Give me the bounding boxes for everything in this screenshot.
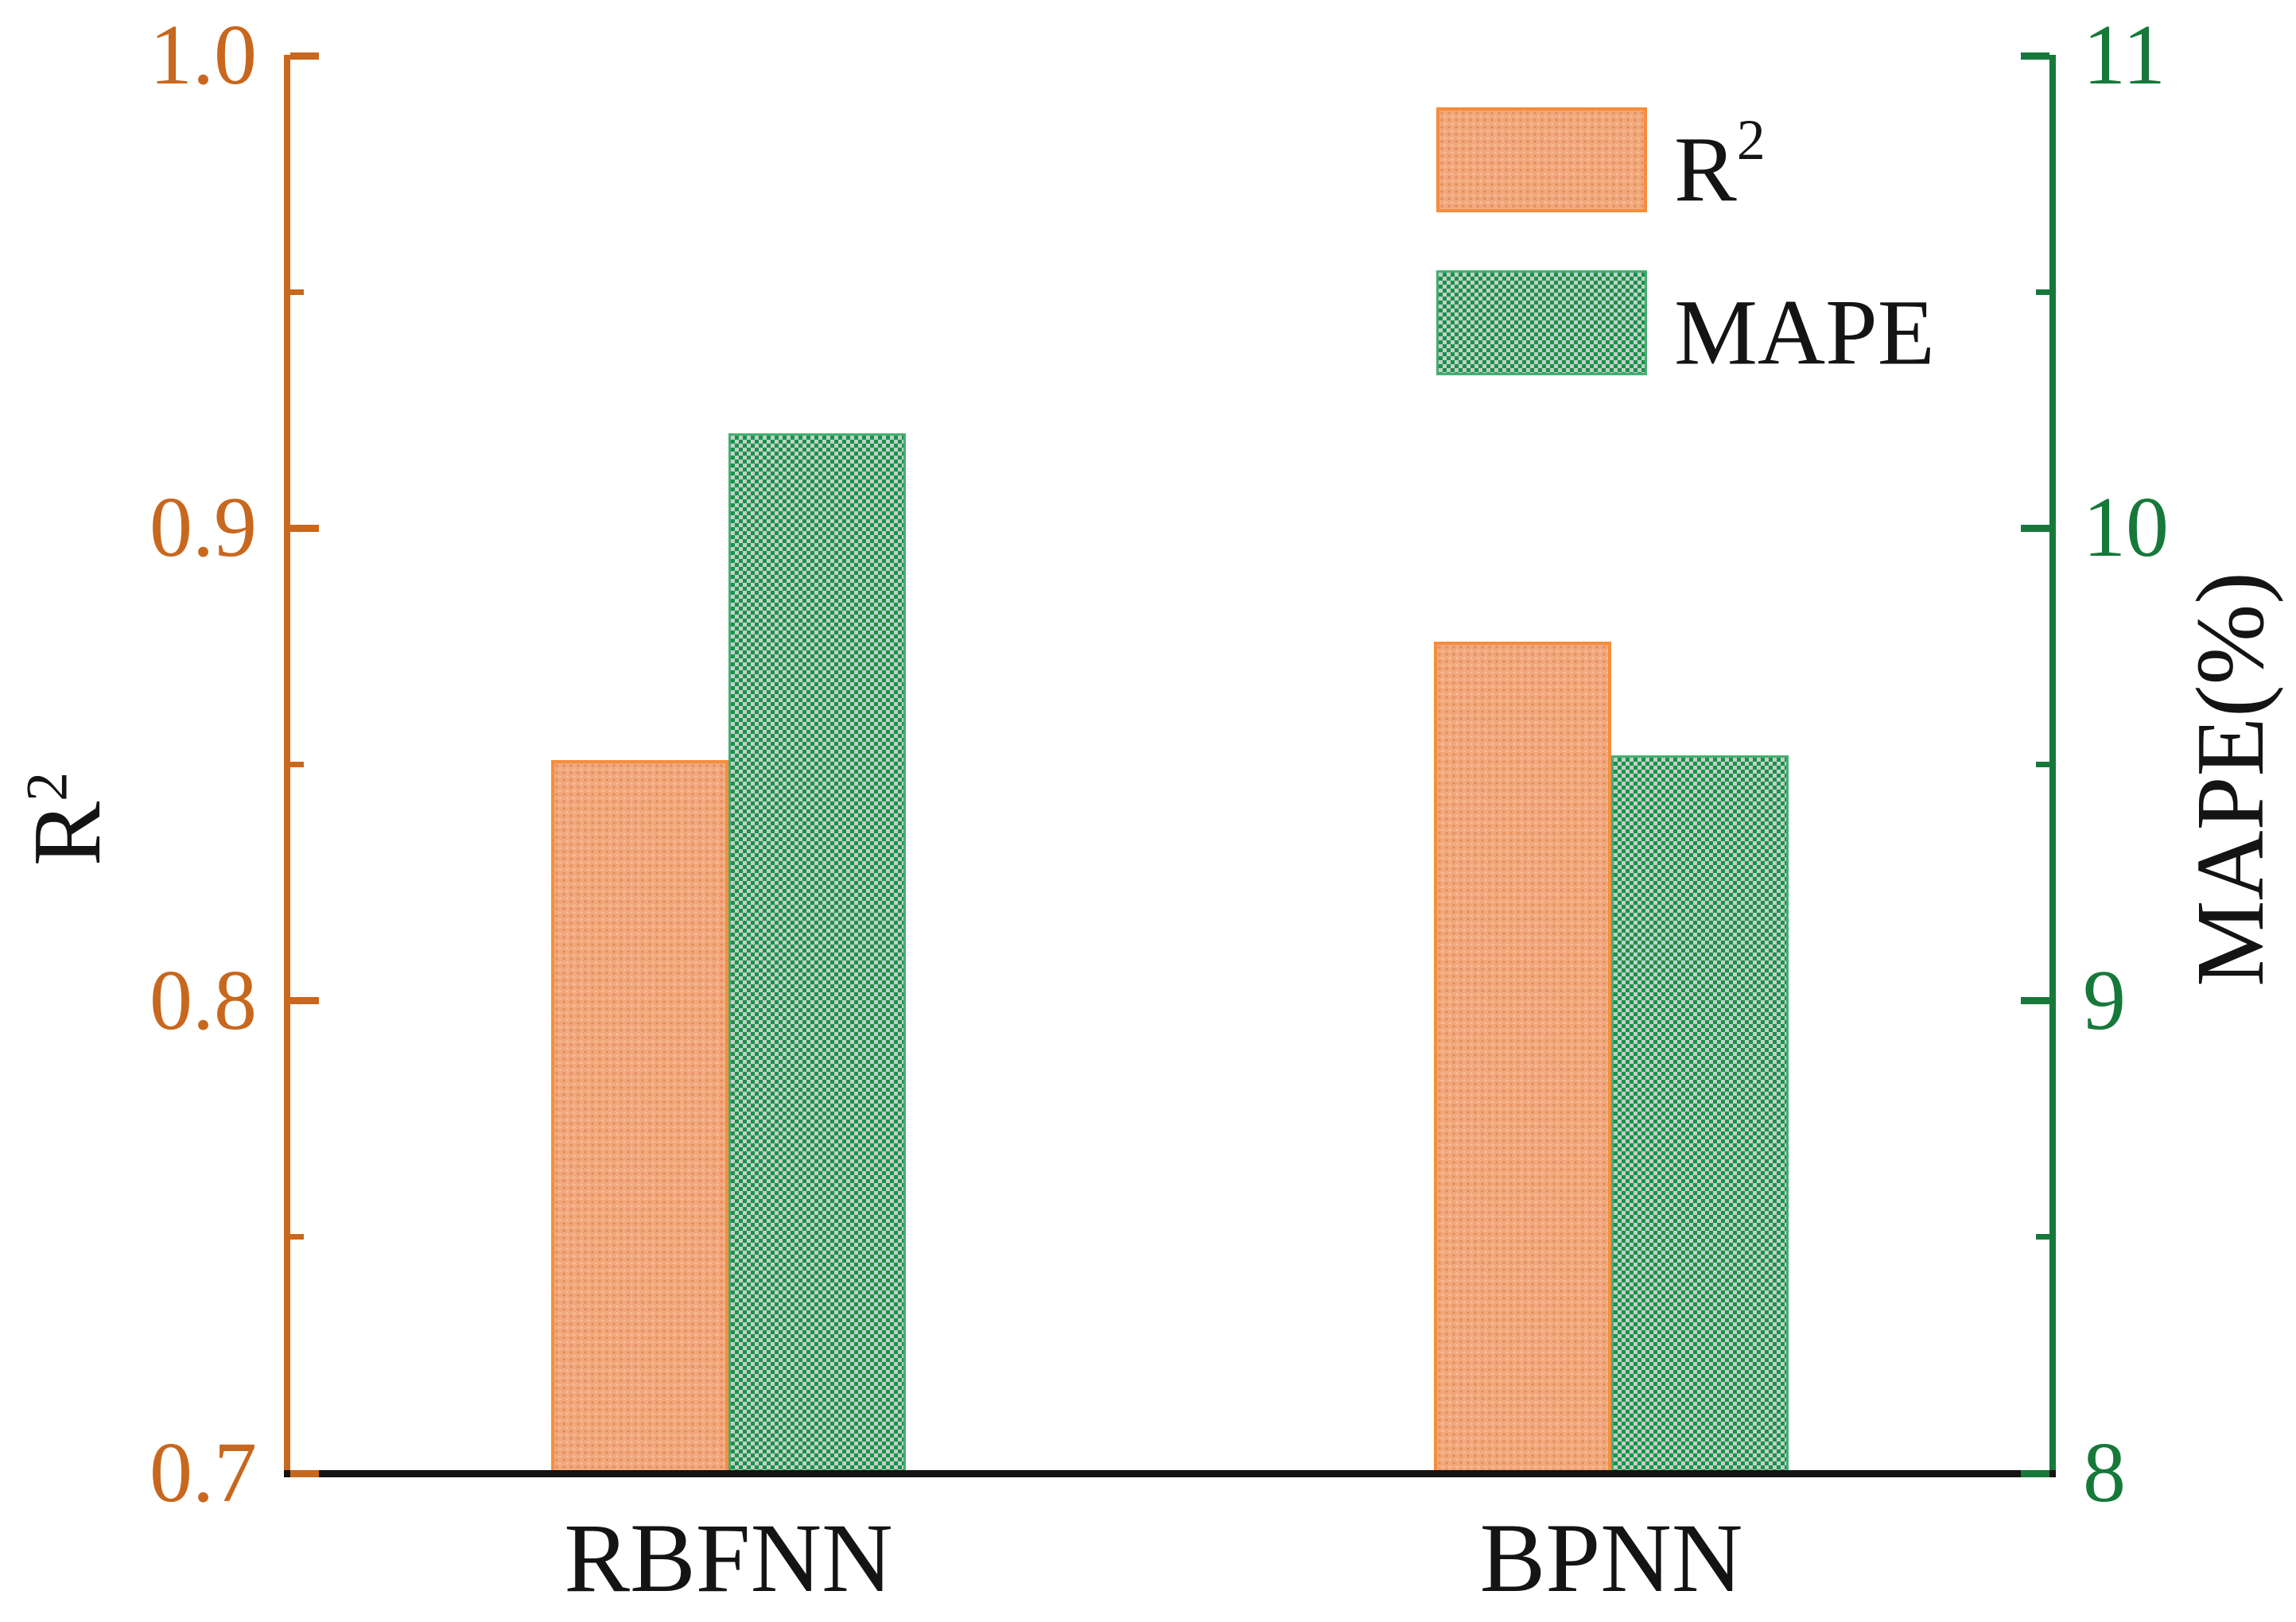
left-minor-tick	[290, 289, 304, 295]
left-tick-label-0.9: 0.9	[150, 480, 257, 576]
x-axis-line	[284, 1470, 2056, 1477]
right-minor-tick	[2036, 289, 2049, 295]
right-major-tick-8	[2021, 1469, 2049, 1477]
left-minor-tick	[290, 762, 304, 767]
right-major-tick-10	[2021, 524, 2049, 532]
right-minor-tick	[2036, 762, 2049, 767]
legend-item-mape: MAPE	[1436, 260, 1935, 385]
legend-label-r2-base: R	[1674, 117, 1737, 222]
right-tick-label-8: 8	[2083, 1426, 2126, 1520]
right-minor-tick	[2036, 1234, 2049, 1240]
legend-swatch-mape	[1436, 270, 1647, 375]
left-tick-label-1.0: 1.0	[150, 8, 257, 103]
x-tick-label-bpnn: BPNN	[1479, 1504, 1743, 1612]
left-major-tick-0.8	[290, 997, 319, 1005]
legend-swatch-r2	[1436, 107, 1647, 212]
bar-r2-rbfnn	[551, 759, 728, 1473]
legend-item-r2: R2	[1436, 97, 1935, 222]
left-major-tick-0.7	[290, 1469, 319, 1477]
bar-r2-bpnn	[1434, 641, 1611, 1473]
right-axis-title-text: MAPE(%)	[2177, 572, 2284, 987]
left-axis-title-base: R	[14, 801, 121, 867]
bar-mape-rbfnn	[728, 433, 906, 1473]
left-major-tick-0.9	[290, 524, 319, 532]
bar-mape-bpnn	[1611, 755, 1789, 1473]
right-axis-spine	[2049, 55, 2056, 1477]
legend-label-r2: R2	[1674, 97, 1766, 222]
legend-label-mape: MAPE	[1674, 260, 1935, 385]
x-tick-label-rbfnn: RBFNN	[564, 1504, 893, 1612]
right-tick-label-11: 11	[2083, 8, 2166, 103]
left-axis-title-sup: 2	[14, 771, 80, 801]
right-tick-label-9: 9	[2083, 953, 2126, 1048]
right-axis-title: MAPE(%)	[2175, 572, 2286, 987]
left-minor-tick	[290, 1234, 304, 1240]
left-major-tick-1.0	[290, 52, 319, 60]
left-axis-title: R2	[12, 772, 123, 866]
legend: R2 MAPE	[1436, 97, 1935, 424]
left-tick-label-0.8: 0.8	[150, 953, 257, 1048]
legend-label-mape-base: MAPE	[1674, 280, 1935, 385]
right-tick-label-10: 10	[2083, 480, 2169, 576]
right-major-tick-11	[2021, 52, 2049, 60]
legend-label-r2-sup: 2	[1736, 108, 1766, 172]
left-axis-spine	[284, 55, 290, 1477]
left-tick-label-0.7: 0.7	[150, 1426, 257, 1520]
right-major-tick-9	[2021, 997, 2049, 1005]
